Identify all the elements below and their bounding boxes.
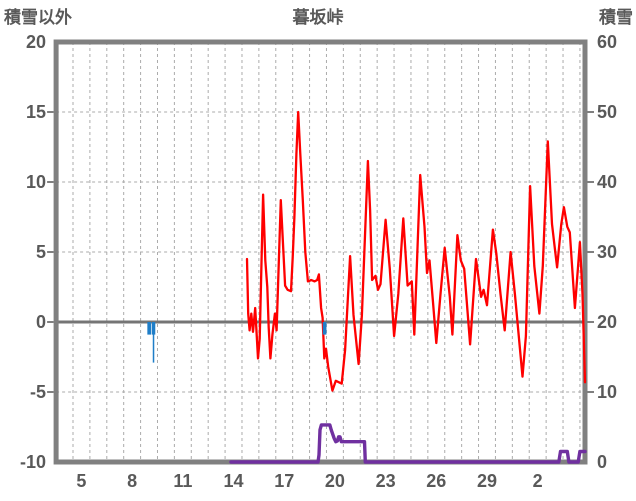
x-axis-tick-label: 11 (173, 471, 193, 491)
left-axis-tick-label: 5 (35, 242, 46, 262)
left-axis-tick-label: -10 (19, 452, 46, 472)
x-axis-tick-label: 20 (324, 471, 345, 491)
right-axis-tick-label: 60 (597, 32, 618, 52)
right-axis-tick-label: 50 (597, 102, 618, 122)
x-axis-tick-label: 14 (223, 471, 244, 491)
plot-frame (53, 39, 588, 465)
right-axis-tick-label: 40 (597, 172, 618, 192)
right-axis-tick-label: 10 (597, 382, 618, 402)
temperature-red-line (245, 110, 587, 392)
right-axis-tick-label: 30 (597, 242, 618, 262)
left-axis-tick-label: 10 (25, 172, 46, 192)
left-axis-tick-label: 15 (25, 102, 46, 122)
right-axis-tick-label: 20 (597, 312, 618, 332)
x-axis-tick-label: 17 (274, 471, 295, 491)
left-axis-tick-label: 0 (35, 312, 46, 332)
x-axis-tick-label: 8 (127, 471, 138, 491)
right-axis-title: 積雪 (599, 8, 633, 27)
precipitation-blue-bars (152, 322, 155, 363)
left-axis-title: 積雪以外 (4, 8, 72, 27)
x-axis-tick-label: 5 (76, 471, 87, 491)
left-axis-tick-label: 20 (25, 32, 46, 52)
left-axis-tick-label: -5 (29, 382, 46, 402)
x-axis-tick-label: 26 (426, 471, 447, 491)
right-axis-tick-label: 0 (597, 452, 608, 472)
precipitation-blue-bars (322, 322, 327, 335)
chart-title: 暮坂峠 (292, 8, 344, 27)
x-axis-tick-label: 2 (532, 471, 543, 491)
precipitation-blue-bars (147, 322, 152, 335)
snow-depth-purple-line (229, 423, 587, 464)
x-axis-tick-label: 29 (476, 471, 497, 491)
x-axis-tick-label: 23 (375, 471, 396, 491)
